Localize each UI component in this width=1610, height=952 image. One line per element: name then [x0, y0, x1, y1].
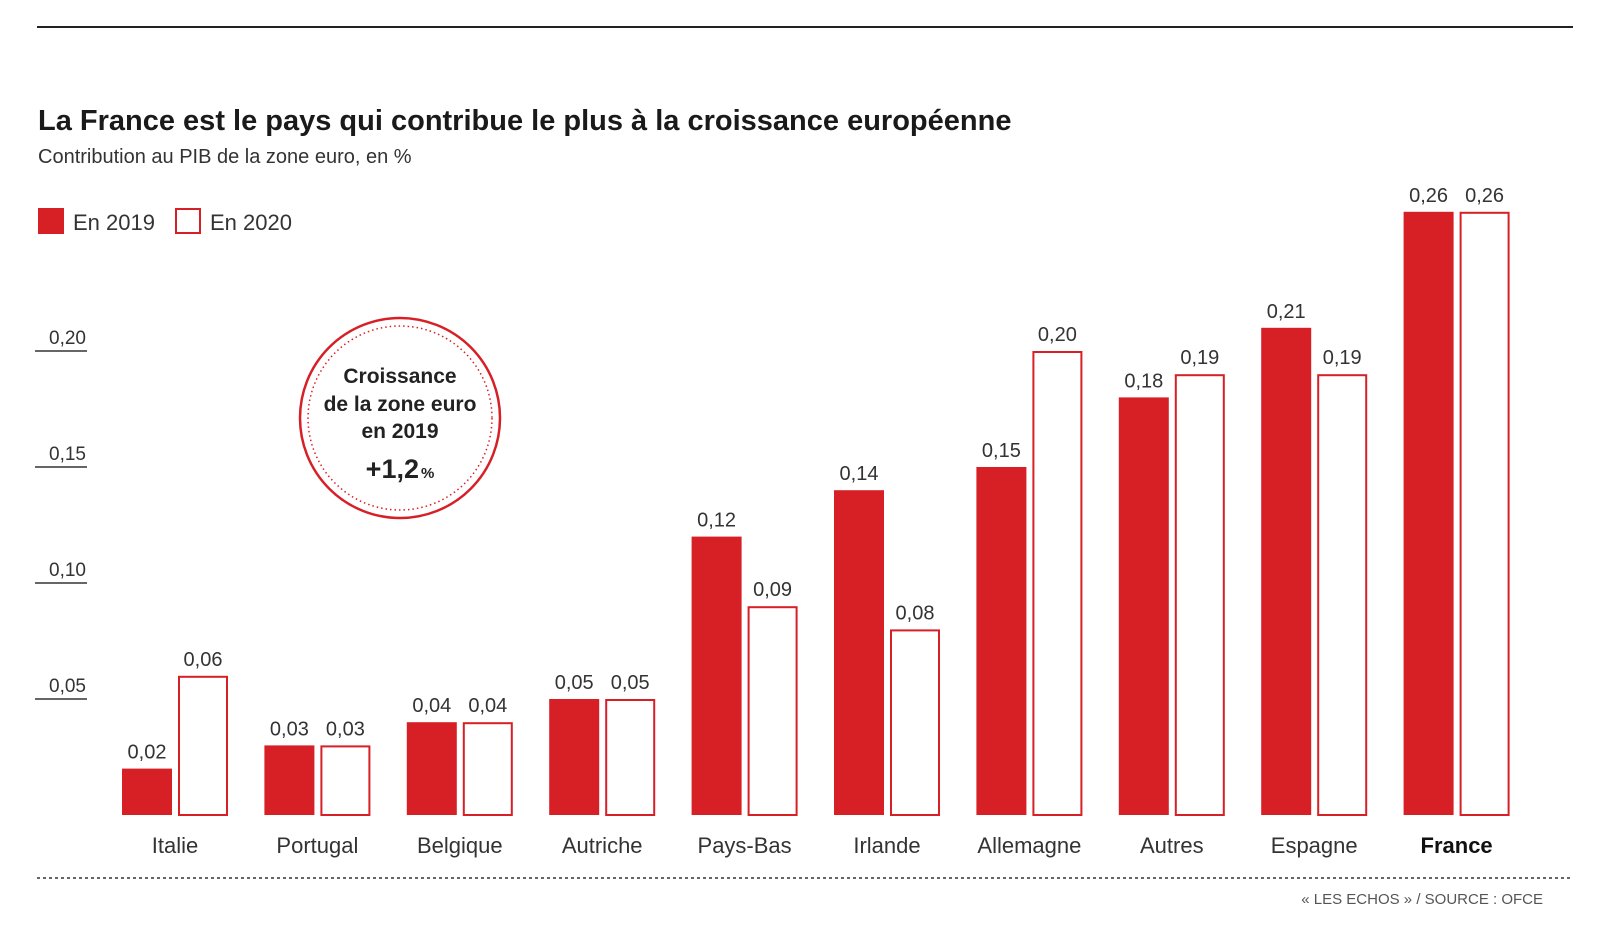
category-label: Autriche [562, 833, 643, 858]
legend-label-2019: En 2019 [73, 210, 155, 235]
value-label-2020: 0,06 [184, 649, 223, 671]
value-label-2020: 0,08 [896, 602, 935, 624]
bar-2019 [834, 490, 884, 815]
legend-swatch-2019 [38, 208, 64, 234]
category-labels: Italie Portugal Belgique Autriche Pays-Bas Ir… [152, 833, 1493, 858]
category-label: Belgique [417, 833, 503, 858]
bar-2019 [264, 745, 315, 815]
value-label-2020: 0,26 [1465, 185, 1504, 207]
value-label-2020: 0,05 [611, 672, 650, 694]
bar-2019 [406, 722, 457, 815]
value-label-2019: 0,05 [555, 672, 594, 694]
bar-2020 [1032, 351, 1083, 816]
chart-subtitle: Contribution au PIB de la zone euro, en … [38, 146, 412, 168]
bar-2020 [890, 629, 940, 817]
value-label-2019: 0,21 [1267, 301, 1306, 323]
category-label: Italie [152, 833, 198, 858]
callout-line-1: Croissance [343, 365, 456, 388]
category-label: Autres [1140, 833, 1204, 858]
callout-value-number: +1,2 [366, 454, 419, 484]
value-labels: 0,02 0,06 0,03 0,03 0,04 0,04 0,05 0,05 0,12 0,09… [128, 185, 1505, 764]
callout-value: +1,2% [366, 454, 435, 484]
bar-2019 [1118, 397, 1169, 815]
callout-inner-dots [307, 325, 493, 511]
chart-title: La France est le pays qui contribue le p… [38, 105, 1011, 137]
y-tick-label: 0,05 [49, 676, 86, 697]
value-label-2019: 0,26 [1409, 185, 1448, 207]
category-label: Pays-Bas [698, 833, 792, 858]
category-label: Portugal [276, 833, 358, 858]
bar-2020 [605, 699, 656, 816]
value-label-2019: 0,15 [982, 440, 1021, 462]
value-label-2020: 0,04 [468, 695, 507, 717]
bar-2020 [178, 675, 228, 816]
value-label-2020: 0,03 [326, 718, 365, 740]
y-tick-label: 0,20 [49, 328, 86, 349]
legend: En 2019 En 2020 [38, 208, 292, 235]
value-label-2019: 0,14 [840, 463, 879, 485]
value-label-2020: 0,19 [1180, 347, 1219, 369]
bar-2019 [1403, 211, 1454, 816]
value-label-2019: 0,03 [270, 718, 309, 740]
bar-2020 [1459, 211, 1510, 817]
growth-callout: Croissance de la zone euro en 2019 +1,2% [298, 316, 502, 520]
category-label: Espagne [1271, 833, 1358, 858]
value-label-2019: 0,02 [128, 742, 167, 764]
callout-circle [298, 316, 502, 520]
y-tick-label: 0,10 [49, 560, 86, 581]
bar-2019 [122, 768, 172, 815]
bar-2020 [320, 745, 371, 817]
category-label: France [1421, 833, 1493, 858]
source-note: « LES ECHOS » / SOURCE : OFCE [1301, 891, 1543, 908]
legend-swatch-2020 [175, 208, 201, 234]
value-label-2020: 0,19 [1323, 347, 1362, 369]
category-label: Allemagne [977, 833, 1081, 858]
callout-value-unit: % [421, 465, 434, 482]
bar-2019 [549, 699, 600, 815]
value-label-2020: 0,09 [753, 579, 792, 601]
y-tick-label: 0,15 [49, 444, 86, 465]
callout-line-2: de la zone euro [324, 393, 477, 416]
bar-2019 [691, 536, 742, 815]
bar-2019 [976, 467, 1027, 815]
bar-2020 [1317, 374, 1368, 816]
bar-2019 [1261, 327, 1312, 815]
value-label-2019: 0,04 [412, 695, 451, 717]
bar-2020 [747, 606, 798, 817]
callout-line-3: en 2019 [361, 420, 438, 443]
y-axis-ticks: 0,05 0,10 0,15 0,20 [35, 328, 87, 700]
category-label: Irlande [853, 833, 920, 858]
value-label-2019: 0,12 [697, 510, 736, 532]
bars [122, 211, 1510, 817]
legend-label-2020: En 2020 [210, 210, 292, 235]
bar-2020 [1174, 374, 1225, 816]
value-label-2020: 0,20 [1038, 324, 1077, 346]
bar-2020 [462, 722, 513, 817]
value-label-2019: 0,18 [1124, 370, 1163, 392]
